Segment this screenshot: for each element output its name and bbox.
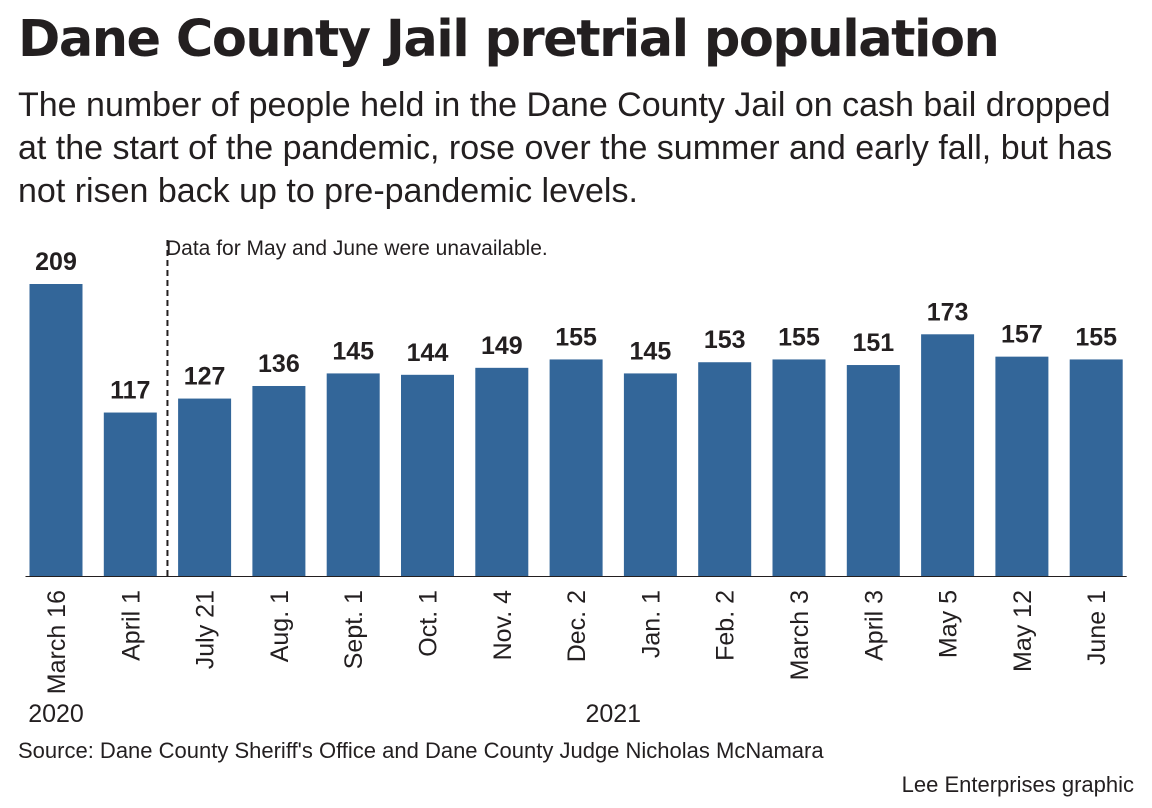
category-label-10: Feb. 2 bbox=[712, 590, 740, 661]
bar-2 bbox=[103, 412, 157, 576]
value-label-5: 145 bbox=[332, 337, 374, 365]
bar-10 bbox=[698, 362, 752, 576]
bar-7 bbox=[475, 367, 529, 576]
chart-subtitle: The number of people held in the Dane Co… bbox=[18, 86, 1113, 210]
category-label-1: March 16 bbox=[43, 590, 71, 694]
value-label-11: 155 bbox=[778, 323, 820, 351]
value-labels-group: 209 117 127 136 145 144 149 155 145 153 155 151 173 1… bbox=[35, 248, 1117, 405]
bar-3 bbox=[178, 398, 232, 576]
bar-4 bbox=[252, 385, 306, 576]
value-label-2: 117 bbox=[110, 377, 150, 405]
bar-11 bbox=[772, 359, 826, 576]
value-label-15: 155 bbox=[1075, 323, 1117, 351]
bars-group bbox=[29, 284, 1123, 576]
category-label-5: Sept. 1 bbox=[340, 590, 368, 669]
category-label-11: March 3 bbox=[786, 590, 814, 680]
value-label-12: 151 bbox=[852, 329, 894, 357]
bar-6 bbox=[401, 374, 454, 576]
category-label-3: July 21 bbox=[192, 590, 220, 669]
bar-15 bbox=[1069, 359, 1123, 576]
value-label-4: 136 bbox=[258, 350, 300, 378]
bar-1 bbox=[29, 284, 83, 576]
category-label-8: Dec. 2 bbox=[563, 590, 591, 662]
bar-13 bbox=[921, 334, 975, 576]
category-label-14: May 12 bbox=[1009, 590, 1037, 672]
value-label-13: 173 bbox=[927, 298, 969, 326]
value-label-3: 127 bbox=[184, 363, 226, 391]
category-label-2: April 1 bbox=[117, 590, 145, 661]
category-label-13: May 5 bbox=[935, 590, 963, 658]
category-label-6: Oct. 1 bbox=[415, 590, 443, 657]
category-label-4: Aug. 1 bbox=[266, 590, 294, 662]
value-label-7: 149 bbox=[481, 332, 523, 360]
value-label-10: 153 bbox=[704, 326, 746, 354]
category-label-15: June 1 bbox=[1083, 590, 1111, 665]
value-label-1: 209 bbox=[35, 248, 77, 276]
bar-14 bbox=[995, 356, 1049, 576]
year-labels-group: 2020 2021 bbox=[28, 700, 641, 728]
graphic-credit: Lee Enterprises graphic bbox=[901, 772, 1134, 797]
category-labels-group: March 16 April 1 July 21 Aug. 1 Sept. 1 Oct. … bbox=[43, 590, 1111, 694]
missing-data-note: Data for May and June were unavailable. bbox=[166, 237, 548, 260]
bar-12 bbox=[846, 365, 900, 576]
bar-5 bbox=[326, 373, 380, 576]
value-label-6: 144 bbox=[407, 339, 449, 367]
category-label-9: Jan. 1 bbox=[637, 590, 665, 658]
category-label-7: Nov. 4 bbox=[489, 590, 517, 660]
value-label-9: 145 bbox=[630, 337, 672, 365]
value-label-14: 157 bbox=[1001, 321, 1043, 349]
year-label-2020: 2020 bbox=[28, 700, 84, 728]
bar-8 bbox=[549, 359, 603, 576]
source-line: Source: Dane County Sheriff's Office and… bbox=[18, 738, 824, 763]
chart-title: Dane County Jail pretrial population bbox=[18, 10, 1000, 69]
category-label-12: April 3 bbox=[860, 590, 888, 661]
bar-9 bbox=[623, 373, 677, 576]
year-label-2021: 2021 bbox=[585, 700, 641, 728]
value-label-8: 155 bbox=[555, 323, 597, 351]
